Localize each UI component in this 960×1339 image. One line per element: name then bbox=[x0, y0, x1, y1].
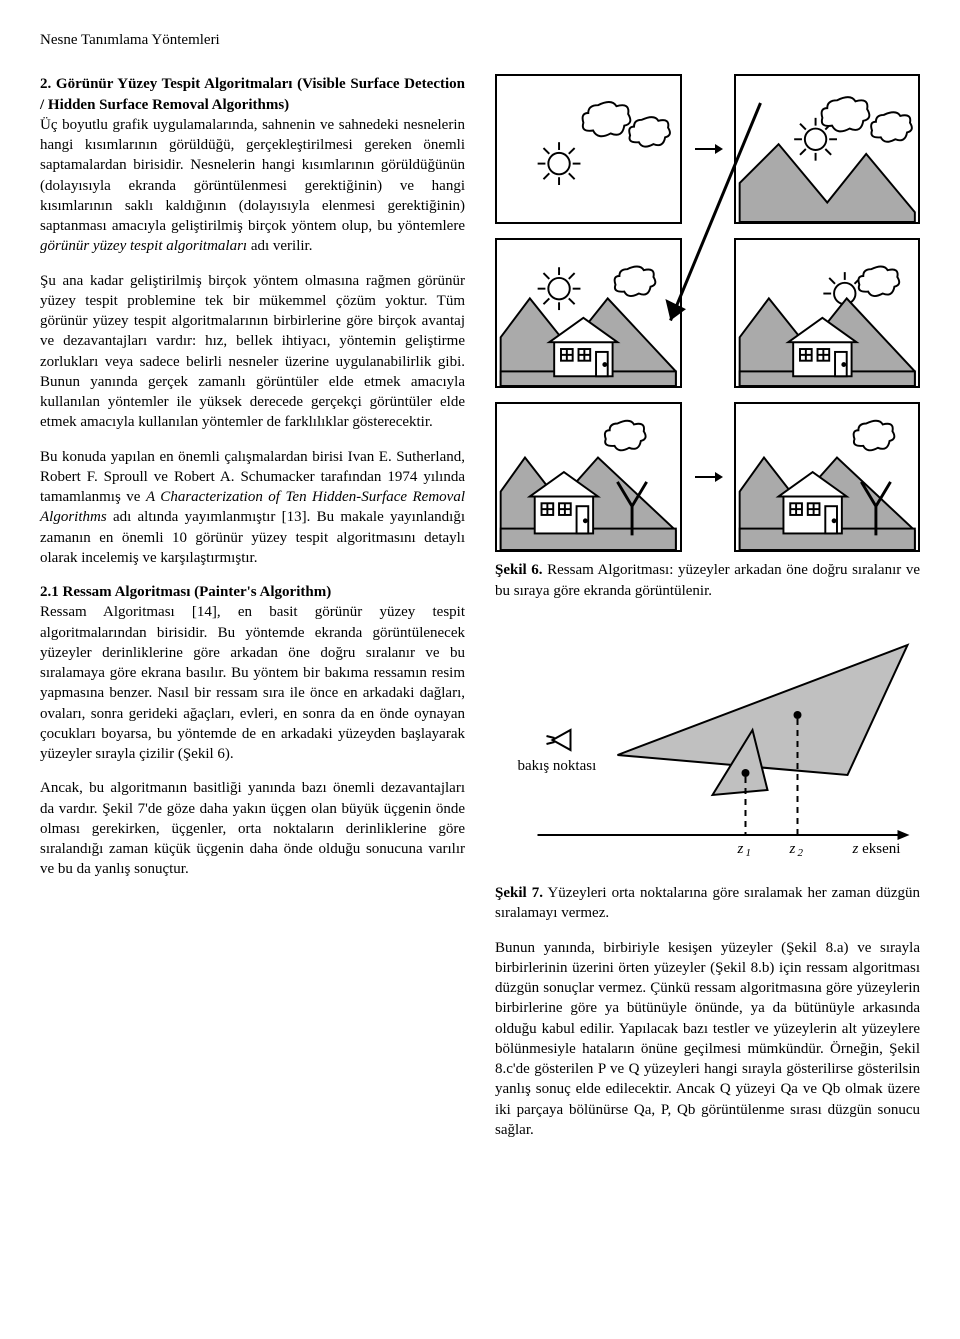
para-1a: Üç boyutlu grafik uygulamalarında, sahne… bbox=[40, 117, 465, 234]
fig6-panel-5 bbox=[495, 402, 682, 552]
figure-7-caption: Şekil 7. Yüzeyleri orta noktalarına göre… bbox=[495, 883, 920, 924]
section-2-paragraph: 2. Görünür Yüzey Tespit Algoritmaları (V… bbox=[40, 74, 465, 256]
sekil7-text: Yüzeyleri orta noktalarına göre sıralama… bbox=[495, 885, 920, 921]
figure-7-svg: bakış noktası z 1 z 2 z ekseni bbox=[495, 625, 920, 865]
svg-text:2: 2 bbox=[798, 847, 804, 859]
fig6-panel-3 bbox=[495, 238, 682, 388]
para-4: Ressam Algoritması [14], en basit görünü… bbox=[40, 604, 465, 762]
svg-text:z: z bbox=[737, 841, 744, 857]
fig6-panel-1 bbox=[495, 74, 682, 224]
page-header: Nesne Tanımlama Yöntemleri bbox=[40, 30, 920, 50]
fig6-panel-2 bbox=[734, 74, 921, 224]
svg-text:z: z bbox=[789, 841, 796, 857]
para-3: Bu konuda yapılan en önemli çalışmalarda… bbox=[40, 447, 465, 569]
fig6-panel-4 bbox=[734, 238, 921, 388]
fig6-arrow-3 bbox=[688, 402, 728, 552]
fig6-panel-6 bbox=[734, 402, 921, 552]
svg-text:z ekseni: z ekseni bbox=[852, 841, 901, 857]
sekil6-bold: Şekil 6. bbox=[495, 562, 543, 578]
para-5: Ancak, bu algoritmanın basitliği yanında… bbox=[40, 778, 465, 879]
section-21-paragraph: 2.1 Ressam Algoritması (Painter's Algori… bbox=[40, 582, 465, 764]
right-column: Şekil 6. Ressam Algoritması: yüzeyler ar… bbox=[495, 74, 920, 1154]
sekil7-bold: Şekil 7. bbox=[495, 885, 543, 901]
para-2: Şu ana kadar geliştirilmiş birçok yöntem… bbox=[40, 271, 465, 433]
two-column-layout: 2. Görünür Yüzey Tespit Algoritmaları (V… bbox=[40, 74, 920, 1154]
section-21-title: 2.1 Ressam Algoritması (Painter's Algori… bbox=[40, 584, 331, 600]
header-title: Nesne Tanımlama Yöntemleri bbox=[40, 32, 220, 48]
svg-text:1: 1 bbox=[746, 847, 752, 859]
section-2-title: 2. Görünür Yüzey Tespit Algoritmaları (V… bbox=[40, 76, 465, 112]
para-right: Bunun yanında, birbiriyle kesişen yüzeyl… bbox=[495, 938, 920, 1141]
figure-6-grid bbox=[495, 74, 920, 552]
para-1b: adı verilir. bbox=[247, 238, 312, 254]
figure-6-caption: Şekil 6. Ressam Algoritması: yüzeyler ar… bbox=[495, 560, 920, 601]
sekil6-text: Ressam Algoritması: yüzeyler arkadan öne… bbox=[495, 562, 920, 598]
left-column: 2. Görünür Yüzey Tespit Algoritmaları (V… bbox=[40, 74, 465, 1154]
bakis-noktasi-label: bakış noktası bbox=[518, 758, 597, 774]
para-1-italic: görünür yüzey tespit algoritmaları bbox=[40, 238, 247, 254]
fig6-arrow-2 bbox=[688, 238, 728, 388]
